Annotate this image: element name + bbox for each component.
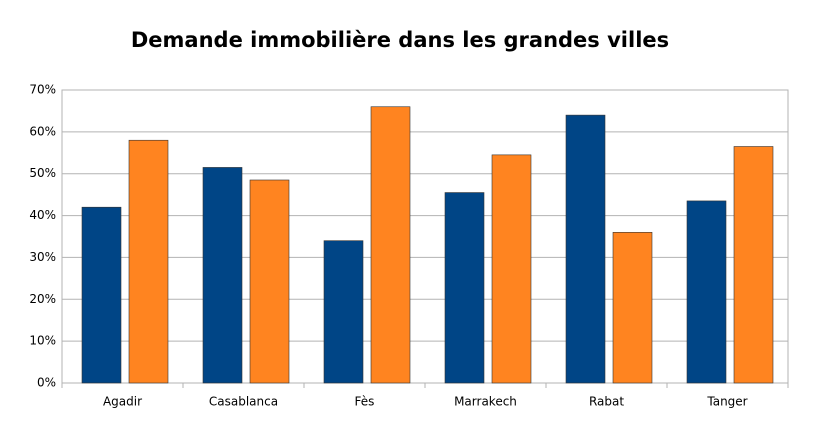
- bar: [444, 192, 485, 384]
- bar: [323, 240, 364, 384]
- y-tick-label: 10%: [29, 334, 56, 348]
- x-tick-label: Marrakech: [454, 395, 517, 409]
- bar: [128, 139, 169, 384]
- y-tick-label: 70%: [29, 83, 56, 97]
- x-tick-label: Agadir: [103, 395, 142, 409]
- x-tick-label: Casablanca: [209, 395, 278, 409]
- y-tick-label: 20%: [29, 292, 56, 306]
- plot-frame: [61, 89, 789, 384]
- bar: [491, 154, 532, 384]
- y-tick-label: 40%: [29, 208, 56, 222]
- bar: [733, 146, 774, 384]
- y-tick-label: 30%: [29, 250, 56, 264]
- chart-title: Demande immobilière dans les grandes vil…: [131, 28, 669, 52]
- bar: [565, 114, 606, 384]
- bar: [686, 200, 727, 384]
- y-tick-label: 50%: [29, 166, 56, 180]
- x-tick-label: Fès: [355, 395, 375, 409]
- bar: [202, 167, 243, 384]
- y-tick-label: 0%: [37, 376, 56, 390]
- bar: [612, 232, 653, 384]
- y-tick-label: 60%: [29, 124, 56, 138]
- bar: [81, 206, 122, 384]
- x-tick-label: Tanger: [706, 395, 747, 409]
- bar: [249, 179, 290, 384]
- x-tick-label: Rabat: [589, 395, 624, 409]
- bar: [370, 106, 411, 384]
